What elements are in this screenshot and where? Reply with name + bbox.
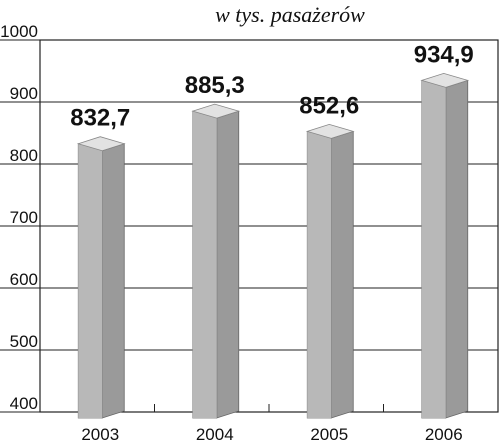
- x-tick-label: 2005: [310, 425, 348, 444]
- chart-title: w tys. pasażerów: [215, 2, 365, 27]
- y-tick-label: 1000: [0, 22, 38, 41]
- bar-side: [330, 130, 354, 419]
- bar-side: [101, 143, 125, 419]
- y-tick-label: 800: [10, 146, 38, 165]
- bar-side: [445, 79, 469, 419]
- bar-front-top: [421, 80, 446, 418]
- x-tick-label: 2003: [81, 425, 119, 444]
- y-tick-label: 600: [10, 270, 38, 289]
- x-tick-label: 2004: [196, 425, 234, 444]
- value-label: 885,3: [185, 72, 245, 99]
- bar-front-top: [307, 131, 332, 418]
- bar-top: [191, 103, 241, 119]
- value-label: 852,6: [299, 92, 359, 119]
- value-label: 934,9: [414, 41, 474, 68]
- y-tick-label: 400: [10, 394, 38, 413]
- bar-top: [420, 72, 470, 88]
- bar-front-top: [192, 111, 217, 418]
- x-tick-label: 2006: [425, 425, 463, 444]
- bar-top: [76, 136, 126, 152]
- bar-top: [305, 123, 355, 139]
- bar-side: [216, 110, 240, 419]
- y-tick-label: 700: [10, 208, 38, 227]
- value-label: 832,7: [70, 105, 130, 132]
- y-tick-label: 500: [10, 332, 38, 351]
- y-tick-label: 900: [10, 84, 38, 103]
- bar-front-top: [78, 143, 103, 418]
